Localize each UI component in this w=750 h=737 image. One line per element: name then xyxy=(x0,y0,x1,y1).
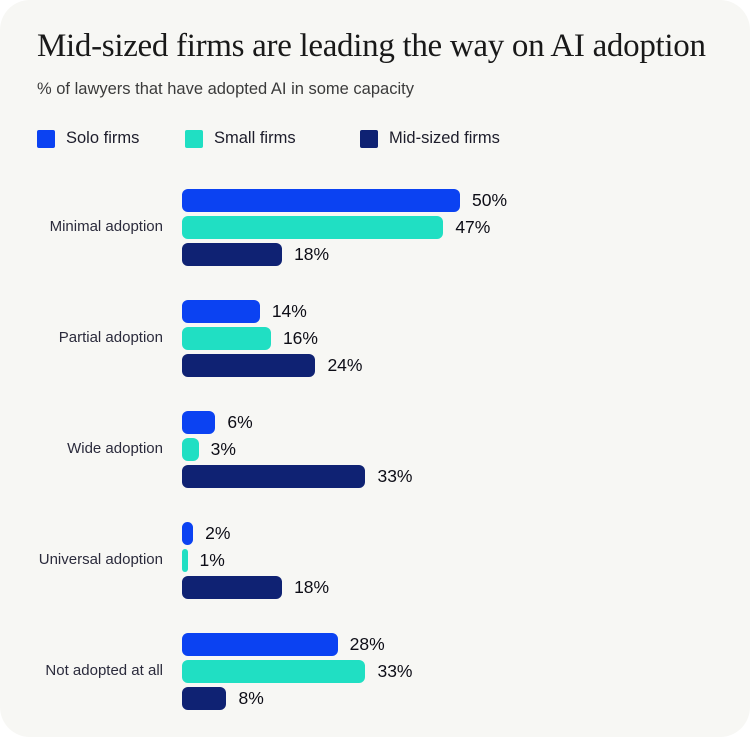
legend-swatch-icon xyxy=(37,129,55,148)
value-label: 18% xyxy=(294,243,330,264)
chart-group: Not adopted at all 28% 33% 8% xyxy=(37,632,713,710)
bar xyxy=(182,464,366,488)
bar xyxy=(182,299,260,323)
chart-group: Wide adoption 6% 3% 33% xyxy=(37,410,713,488)
chart-group: Universal adoption 2% 1% 18% xyxy=(37,521,713,599)
bar xyxy=(182,353,316,377)
bar-row: 2% xyxy=(182,521,713,545)
legend-swatch-icon xyxy=(185,129,203,148)
bar-row: 28% xyxy=(182,632,713,656)
value-label: 2% xyxy=(205,522,231,543)
bar-group: 28% 33% 8% xyxy=(182,632,713,710)
chart-title: Mid-sized firms are leading the way on A… xyxy=(37,28,706,64)
bar-row: 1% xyxy=(182,548,713,572)
bar-group: 50% 47% 18% xyxy=(182,188,713,266)
bar xyxy=(182,521,194,545)
bar-row: 14% xyxy=(182,299,713,323)
bar xyxy=(182,326,271,350)
legend-label: Mid-sized firms xyxy=(389,129,500,148)
value-label: 14% xyxy=(271,300,307,321)
bar xyxy=(182,242,283,266)
value-label: 6% xyxy=(227,411,253,432)
bar-group: 14% 16% 24% xyxy=(182,299,713,377)
value-label: 28% xyxy=(349,633,385,654)
bar-row: 6% xyxy=(182,410,713,434)
bar xyxy=(182,188,460,212)
bar-row: 33% xyxy=(182,464,713,488)
value-label: 8% xyxy=(238,687,264,708)
bar-row: 18% xyxy=(182,242,713,266)
legend-label: Small firms xyxy=(214,129,296,148)
bar xyxy=(182,548,188,572)
value-label: 1% xyxy=(199,549,225,570)
category-label: Minimal adoption xyxy=(49,218,163,236)
chart-group: Partial adoption 14% 16% 24% xyxy=(37,299,713,377)
bar-row: 24% xyxy=(182,353,713,377)
bar-row: 50% xyxy=(182,188,713,212)
value-label: 3% xyxy=(210,438,236,459)
bar-row: 33% xyxy=(182,659,713,683)
category-label: Partial adoption xyxy=(58,329,163,347)
legend-item: Mid-sized firms xyxy=(360,129,500,148)
bar-group: 2% 1% 18% xyxy=(182,521,713,599)
bar xyxy=(182,437,199,461)
bar-row: 16% xyxy=(182,326,713,350)
category-label: Universal adoption xyxy=(38,551,163,569)
legend-item: Solo firms xyxy=(37,129,185,148)
bar-row: 3% xyxy=(182,437,713,461)
bar xyxy=(182,686,227,710)
legend-item: Small firms xyxy=(185,129,360,148)
bar-group: 6% 3% 33% xyxy=(182,410,713,488)
bar xyxy=(182,632,338,656)
legend-label: Solo firms xyxy=(66,129,140,148)
category-label: Not adopted at all xyxy=(45,662,163,680)
chart-group: Minimal adoption 50% 47% 18% xyxy=(37,188,713,266)
bar-chart: Minimal adoption 50% 47% 18% Partial adoptio… xyxy=(37,188,713,710)
value-label: 47% xyxy=(455,216,491,237)
value-label: 18% xyxy=(294,576,330,597)
category-label: Wide adoption xyxy=(67,440,163,458)
value-label: 16% xyxy=(282,327,318,348)
value-label: 33% xyxy=(377,465,413,486)
bar-row: 8% xyxy=(182,686,713,710)
chart-subtitle: % of lawyers that have adopted AI in som… xyxy=(37,79,414,98)
value-label: 33% xyxy=(377,660,413,681)
value-label: 24% xyxy=(327,354,363,375)
value-label: 50% xyxy=(472,189,508,210)
bar-row: 47% xyxy=(182,215,713,239)
bar xyxy=(182,215,444,239)
bar xyxy=(182,410,216,434)
bar xyxy=(182,575,283,599)
legend: Solo firms Small firms Mid-sized firms xyxy=(37,129,713,148)
legend-swatch-icon xyxy=(360,129,378,148)
bar-row: 18% xyxy=(182,575,713,599)
bar xyxy=(182,659,366,683)
